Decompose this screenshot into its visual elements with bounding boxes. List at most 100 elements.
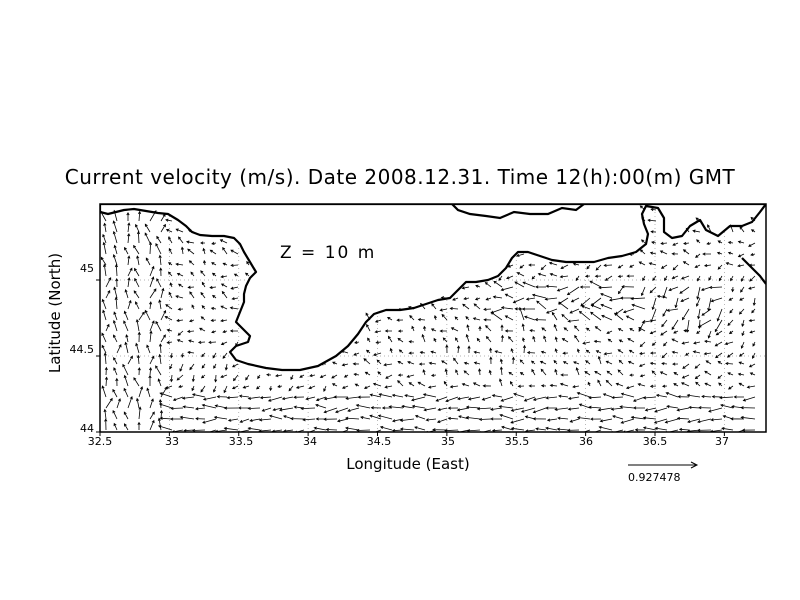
velocity-arrow [269,414,283,420]
velocity-arrow [593,339,602,344]
velocity-arrow [220,319,228,323]
velocity-arrow [629,327,635,332]
velocity-arrow [222,352,228,359]
velocity-arrow [656,294,668,299]
velocity-arrow [176,272,184,277]
velocity-arrow [404,394,415,398]
caucasus-coast [741,257,766,285]
velocity-arrow [476,337,481,343]
velocity-arrow [149,355,155,365]
velocity-arrow [485,335,492,343]
velocity-arrow [708,407,723,413]
velocity-arrow [478,417,492,422]
velocity-arrow [345,396,360,400]
velocity-arrow [737,264,745,268]
velocity-arrow [247,406,261,410]
velocity-arrow [137,331,141,343]
velocity-arrow [177,307,184,311]
velocity-arrow [149,265,155,277]
velocity-arrow [664,275,668,282]
y-tick-label: 44.5 [70,343,95,356]
velocity-arrow [377,371,382,376]
velocity-arrow [261,407,272,412]
velocity-arrow [242,385,250,389]
velocity-arrow [554,407,569,411]
velocity-arrow [465,416,481,420]
y-tick-label: 45 [80,262,94,275]
velocity-arrow [473,350,481,354]
velocity-arrow [472,317,481,321]
velocity-arrow [738,308,745,315]
velocity-arrow [507,336,514,343]
velocity-arrow [536,300,547,310]
velocity-arrow [300,406,316,411]
velocity-arrow [549,273,558,277]
velocity-arrow [333,395,348,399]
velocity-arrow [595,264,602,271]
velocity-arrow [674,297,679,309]
velocity-arrow [148,301,153,310]
velocity-arrow [104,376,109,387]
velocity-arrow [582,341,591,345]
velocity-arrow [548,261,558,266]
velocity-arrow [703,352,712,356]
velocity-arrow [509,380,514,387]
velocity-arrow [134,277,140,288]
velocity-arrow [372,382,382,387]
velocity-arrow [376,359,382,365]
velocity-arrow [427,385,437,389]
velocity-arrow [159,416,173,420]
velocity-arrow [661,362,668,366]
velocity-arrow [149,210,157,222]
velocity-arrow [165,304,173,310]
velocity-arrow [660,330,668,336]
velocity-arrow [209,285,217,290]
velocity-arrow [652,275,657,281]
velocity-arrow [660,241,668,245]
velocity-arrow [545,406,557,410]
velocity-arrow [679,286,690,294]
velocity-arrow [748,242,756,247]
velocity-arrow [617,274,624,278]
velocity-arrow [212,385,217,393]
velocity-arrow [598,425,613,431]
x-tick-label: 35.5 [505,435,530,448]
velocity-arrow [202,396,217,401]
velocity-arrow [177,236,184,244]
velocity-arrow [621,285,635,289]
velocity-arrow [473,361,481,365]
velocity-arrow [630,415,646,420]
velocity-arrow [378,393,393,398]
velocity-arrow [237,406,250,410]
velocity-arrow [138,311,145,321]
velocity-arrow [467,345,471,354]
velocity-arrow [692,350,701,354]
velocity-arrow [104,366,108,376]
velocity-arrow [673,372,679,376]
velocity-arrow [305,396,316,401]
velocity-arrow [558,301,569,310]
depth-annotation: Z = 10 m [280,243,376,263]
velocity-arrow [705,360,712,365]
velocity-arrow [453,357,459,365]
velocity-arrow [308,385,316,390]
velocity-arrow [467,396,481,401]
velocity-arrow [567,319,580,323]
velocity-arrow [178,384,184,388]
velocity-arrow [714,341,723,347]
velocity-arrow [727,241,734,245]
velocity-arrow [113,311,118,321]
velocity-arrow [331,383,338,387]
velocity-arrow [694,363,701,369]
velocity-arrow [466,324,470,332]
velocity-arrow [423,407,437,412]
velocity-arrow [430,373,437,377]
velocity-arrow [259,396,272,400]
x-tick-label: 32.5 [88,435,113,448]
velocity-arrow [408,382,415,387]
velocity-arrow [179,363,184,372]
velocity-arrow [664,418,679,424]
velocity-arrow [532,417,547,421]
velocity-arrow [354,383,360,387]
tick-marks [96,279,725,436]
